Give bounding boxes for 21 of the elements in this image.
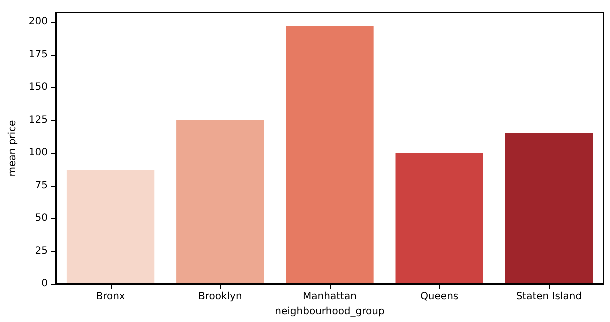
y-tick-label: 200 — [28, 16, 48, 28]
x-tick-label: Staten Island — [516, 292, 582, 302]
y-tick-label: 0 — [42, 278, 48, 290]
x-tick-label: Queens — [420, 292, 459, 302]
x-tick-label: Manhattan — [303, 292, 357, 302]
y-tick-label: 25 — [35, 246, 48, 257]
y-tick-label: 175 — [28, 49, 48, 60]
y-tick-label: 150 — [28, 82, 48, 94]
bar — [66, 170, 155, 284]
bar — [505, 133, 594, 284]
y-tick-label: 50 — [35, 213, 48, 224]
bar — [176, 120, 264, 284]
x-tick-label: Brooklyn — [198, 292, 242, 302]
x-tick-label: Bronx — [96, 292, 126, 302]
y-tick-label: 75 — [35, 180, 48, 192]
y-tick-label: 125 — [28, 114, 48, 126]
bar — [286, 26, 374, 284]
x-axis-title: neighbourhood_group — [275, 306, 385, 318]
bar — [396, 153, 484, 284]
y-tick-label: 100 — [28, 148, 48, 159]
y-axis-title: mean price — [8, 120, 18, 177]
